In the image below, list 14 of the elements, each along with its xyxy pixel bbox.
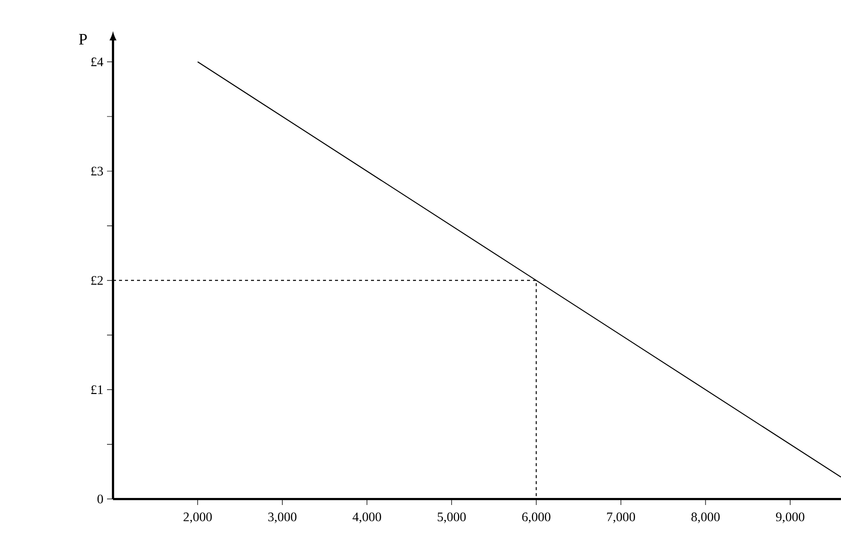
y-axis-title: P [79, 34, 87, 44]
y-tick-label: £2 [91, 276, 103, 285]
y-tick-label: £4 [91, 58, 104, 66]
x-tick-label: 9,000 [776, 512, 804, 524]
x-tick-label: 4,000 [352, 512, 382, 524]
y-tick-label: £3 [91, 166, 103, 176]
y-tick-label: 0 [97, 494, 103, 504]
x-tick-label: 3,000 [268, 512, 296, 524]
x-tick-label: 5,000 [438, 512, 466, 524]
y-tick-label: £1 [91, 385, 103, 394]
x-tick-label: 8,000 [691, 512, 720, 524]
x-tick-label: 6,000 [522, 512, 550, 524]
x-tick-label: 2,000 [184, 512, 212, 524]
x-tick-label: 7,000 [607, 512, 636, 524]
